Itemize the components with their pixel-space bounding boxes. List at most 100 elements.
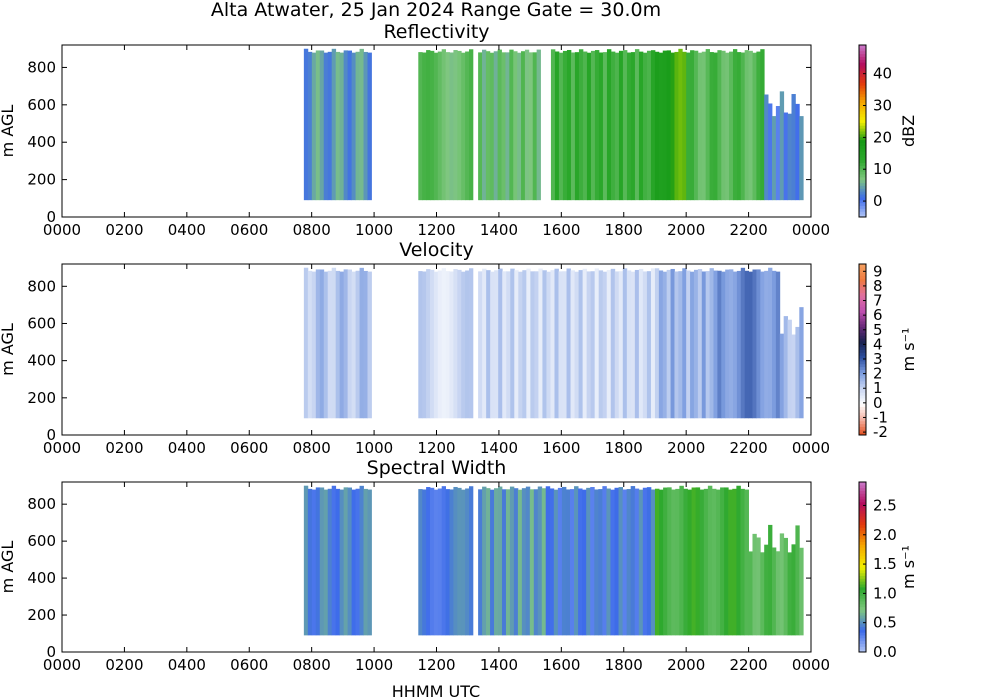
data-cell (323, 52, 329, 201)
colorbar-cell (859, 375, 866, 379)
data-cell (586, 271, 592, 419)
data-cell (482, 486, 487, 636)
data-cell (687, 489, 692, 636)
colorbar-cell (859, 199, 866, 204)
data-cell (469, 49, 474, 201)
x-tick-label: 0600 (230, 221, 268, 239)
y-tick-label: 600 (27, 532, 56, 550)
colorbar-cell (859, 113, 866, 118)
colorbar-cell (859, 615, 866, 619)
data-segment (418, 49, 474, 201)
data-segment (303, 48, 372, 201)
data-cell (339, 489, 345, 636)
data-cell (724, 487, 729, 636)
data-cell (771, 270, 777, 419)
data-cell (327, 51, 333, 201)
colorbar-tick-label: 2.5 (873, 496, 897, 514)
colorbar-cell (859, 527, 866, 531)
data-cell (562, 50, 568, 201)
data-cell (658, 52, 664, 201)
data-cell (791, 94, 796, 201)
data-cell (453, 486, 458, 636)
colorbar-cell (859, 53, 866, 57)
data-segment (654, 485, 749, 636)
colorbar-cell (859, 490, 866, 494)
x-tick-label: 0000 (43, 439, 81, 457)
colorbar-tick-label: 0.5 (873, 614, 897, 632)
data-cell (498, 268, 503, 419)
data-cell (736, 270, 742, 419)
data-cell (367, 489, 372, 636)
data-cell (701, 51, 707, 201)
data-cell (682, 268, 687, 419)
x-tick-label: 1600 (542, 221, 580, 239)
data-cell (779, 533, 785, 636)
colorbar-cell (859, 142, 866, 146)
data-cell (319, 50, 325, 201)
colorbar-cell (859, 360, 866, 365)
colorbar-cell (859, 518, 866, 523)
colorbar-cell (859, 355, 866, 359)
data-cell (713, 270, 718, 419)
data-cell (752, 533, 757, 636)
data-cell (691, 487, 697, 636)
data-cell (748, 551, 753, 636)
data-cell (590, 50, 596, 201)
data-cell (768, 524, 773, 636)
colorbar-cell (859, 383, 866, 388)
data-cell (355, 51, 360, 201)
colorbar-cell (859, 504, 866, 508)
data-cell (744, 50, 749, 201)
colorbar-cell (859, 598, 866, 602)
y-tick-label: 200 (27, 389, 56, 407)
data-cell (426, 269, 431, 419)
colorbar-cell (859, 501, 866, 506)
data-cell (457, 487, 462, 636)
data-cell (355, 270, 360, 419)
colorbar-tick-label: 9 (873, 262, 883, 280)
data-cell (725, 269, 730, 419)
data-cell (565, 489, 571, 636)
colorbar-cell (859, 283, 866, 288)
colorbar-label: m s⁻¹ (899, 545, 918, 589)
colorbar-cell (859, 541, 866, 545)
colorbar-cell (859, 119, 866, 123)
data-cell (430, 269, 435, 419)
data-cell (748, 271, 753, 419)
colorbar-cell (859, 82, 866, 86)
data-cell (351, 489, 356, 636)
data-cell (351, 52, 356, 201)
data-cell (323, 271, 329, 419)
colorbar-cell (859, 298, 866, 302)
colorbar-cell (859, 378, 866, 382)
data-cell (445, 271, 450, 419)
data-cell (659, 489, 664, 636)
data-cell (430, 50, 435, 201)
data-cell (586, 52, 592, 201)
data-cell (532, 52, 538, 201)
data-cell (791, 334, 796, 419)
data-cell (311, 489, 317, 636)
data-cell (453, 268, 458, 419)
colorbar-cell (859, 73, 866, 78)
data-cell (748, 50, 753, 201)
colorbar-cell (859, 122, 866, 126)
data-cell (662, 50, 668, 201)
colorbar-cell (859, 306, 866, 311)
colorbar-cell (859, 153, 866, 158)
colorbar-tick-label: 1 (873, 379, 883, 397)
data-segment (654, 48, 687, 201)
data-cell (626, 489, 632, 636)
colorbar-cell (859, 116, 866, 121)
data-cell (307, 488, 313, 636)
colorbar-cell (859, 555, 866, 559)
colorbar-cell (859, 110, 866, 115)
colorbar-cell (859, 392, 866, 396)
colorbar-cell (859, 620, 866, 625)
data-cell (453, 50, 458, 201)
data-cell (578, 49, 584, 201)
data-cell (528, 52, 534, 201)
data-cell (335, 51, 341, 201)
data-cell (441, 268, 446, 419)
data-cell (683, 488, 688, 636)
